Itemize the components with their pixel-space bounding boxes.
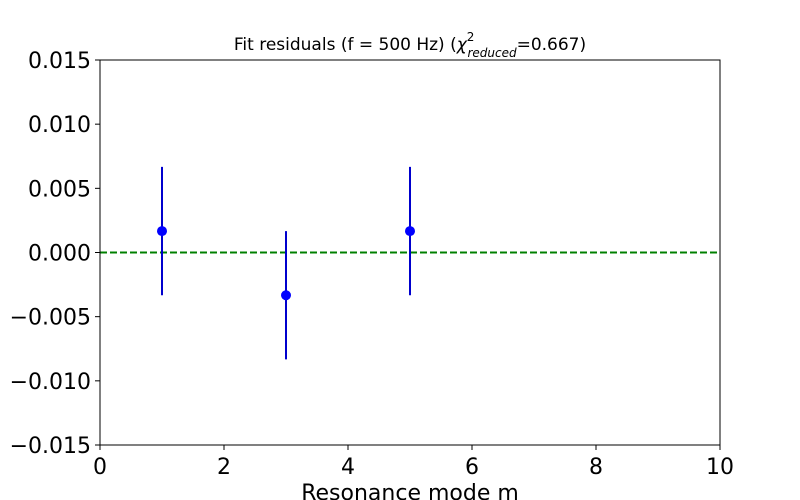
x-tick-label: 2 — [217, 455, 231, 480]
x-tick-label: 4 — [341, 455, 355, 480]
plot-marks — [100, 166, 720, 360]
axis-ticks: 0 2 4 6 8 10 −0.015 −0.010 −0.005 0.000 0.005 0.010… — [10, 49, 734, 480]
y-tick-label: −0.015 — [10, 434, 91, 459]
data-point — [405, 226, 415, 237]
chart-title-chi: χ — [456, 35, 468, 55]
y-tick-label: 0.000 — [28, 242, 91, 267]
chart-title: Fit residuals (f = 500 Hz) (χ2 reduced=0.… — [234, 30, 586, 60]
y-tick-label: −0.010 — [10, 370, 91, 395]
chart-title-prefix: Fit residuals (f = 500 Hz) ( — [234, 35, 457, 55]
y-tick-label: 0.010 — [28, 113, 91, 138]
y-tick-label: −0.005 — [10, 306, 91, 331]
y-tick-label: 0.005 — [28, 177, 91, 202]
x-tick-label: 6 — [465, 455, 479, 480]
x-axis-title: Resonance mode m — [301, 481, 519, 500]
chart-title-superscript: 2 — [467, 30, 475, 44]
data-point — [281, 290, 291, 301]
x-tick-label: 0 — [93, 455, 107, 480]
chart-title-subscript: reduced — [467, 46, 517, 60]
y-tick-label: 0.015 — [28, 49, 91, 74]
x-tick-label: 10 — [706, 455, 734, 480]
chart-title-suffix: =0.667) — [517, 35, 587, 55]
x-tick-label: 8 — [589, 455, 603, 480]
data-point — [157, 226, 167, 237]
